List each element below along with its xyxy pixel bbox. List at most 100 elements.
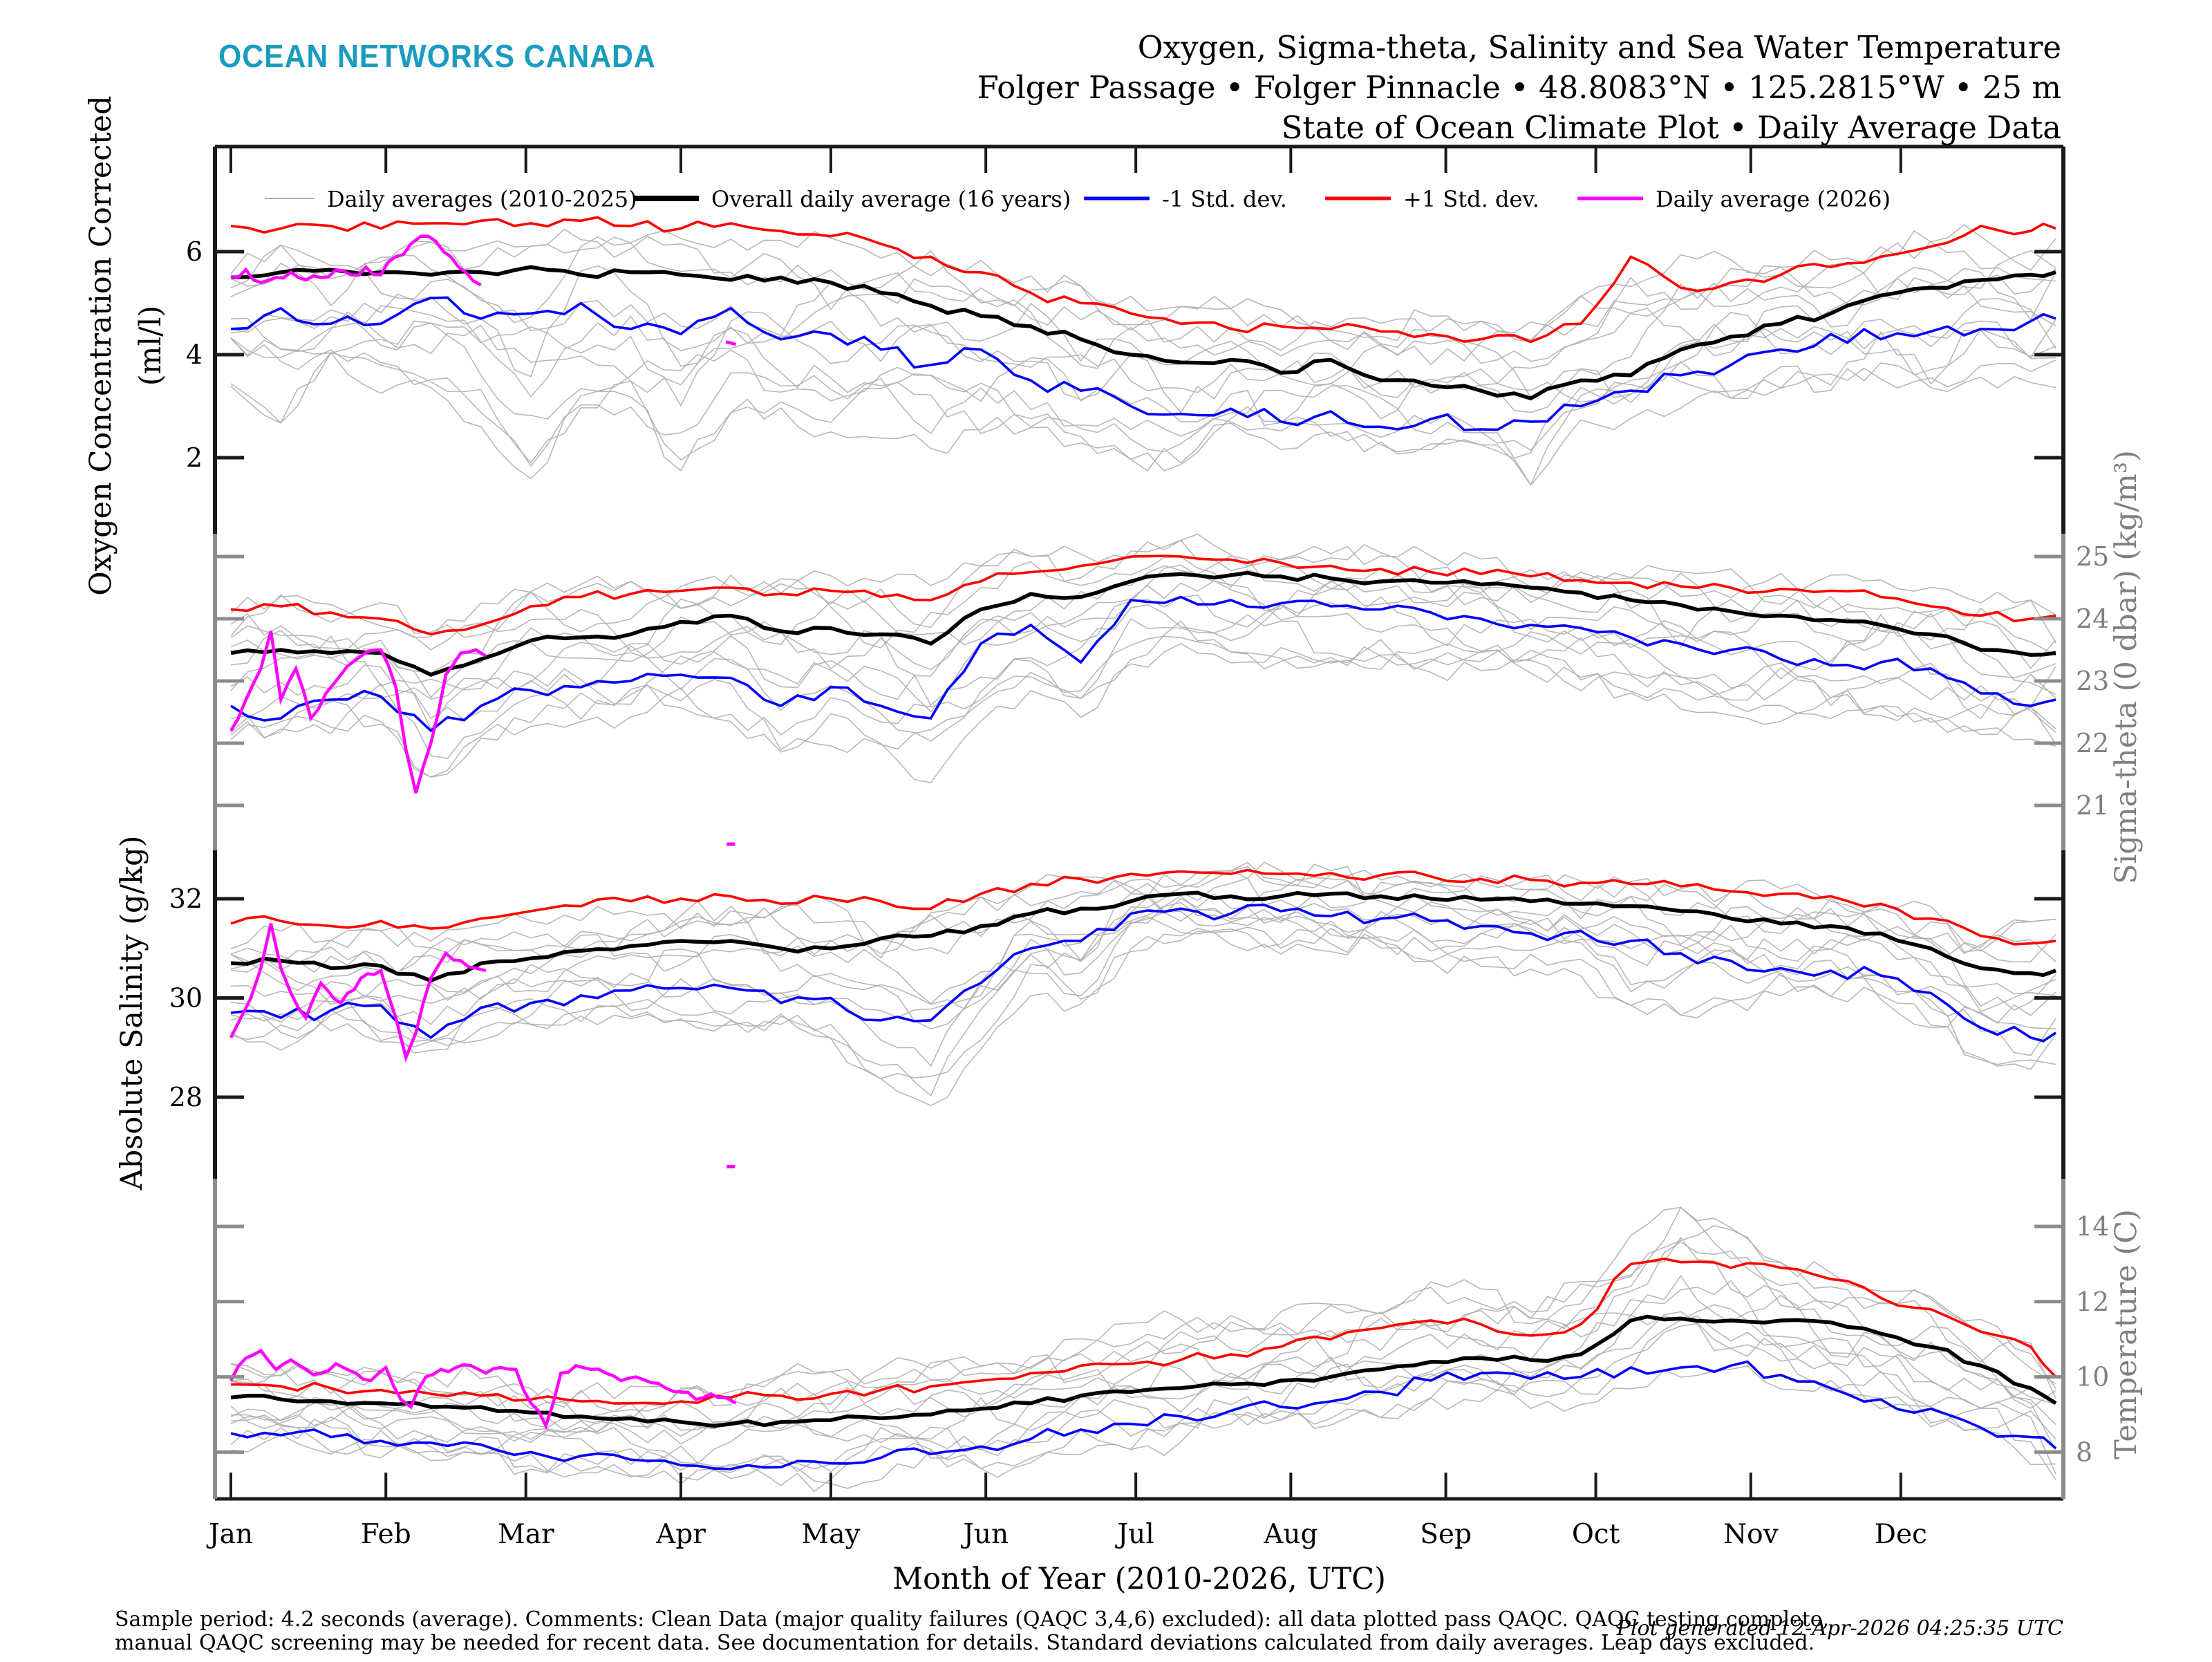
minus-1-std-line-sigma_theta	[230, 595, 2056, 733]
legend-item-minus_std: -1 Std. dev.	[1084, 186, 1287, 212]
temperature-axis-label: Temperature (C)	[2109, 1209, 2144, 1459]
daily-average-2026-line-salinity	[229, 923, 487, 1063]
gray-year-line	[230, 916, 2056, 1097]
gray-year-line	[230, 906, 2056, 1067]
sigma_theta-tick-label: 22	[2076, 728, 2109, 758]
axes: 6 4 2 25 24 23 22 21 32 30 28 14 12 10 8 Jan Feb Mar Apr Ma…	[84, 95, 2144, 1596]
title-line-location: Folger Passage • Folger Pinnacle • 48.80…	[977, 69, 2062, 106]
plus-1-std-line-salinity	[230, 868, 2056, 946]
legend-item-plus_std: +1 Std. dev.	[1325, 186, 1539, 212]
month-label-Mar: Mar	[498, 1519, 554, 1550]
plus-1-std-line-sigma_theta	[230, 554, 2056, 636]
title-line-variables: Oxygen, Sigma-theta, Salinity and Sea Wa…	[1137, 29, 2061, 66]
gray-year-line	[230, 1314, 2056, 1465]
gray-year-line	[230, 1365, 2056, 1489]
month-label-Jul: Jul	[1115, 1519, 1154, 1550]
temperature-tick-label: 10	[2076, 1362, 2109, 1392]
gray-year-line	[230, 604, 2056, 720]
gray-year-line	[230, 277, 2056, 398]
gray-year-line	[230, 642, 2056, 783]
minus-1-std-line-salinity	[230, 903, 2057, 1043]
minus-1-std-line-temperature	[230, 1360, 2057, 1470]
legend-label-gray_years: Daily averages (2010-2025)	[327, 186, 637, 212]
oxygen-axis-unit-label: (ml/l)	[133, 306, 168, 386]
title-line-plot-type: State of Ocean Climate Plot • Daily Aver…	[1281, 109, 2061, 146]
legend: Daily averages (2010-2025) Overall daily …	[265, 186, 1891, 212]
month-label-Aug: Aug	[1263, 1519, 1318, 1550]
sigma-theta-axis-label: Sigma-theta (0 dbar) (kg/m³)	[2109, 450, 2144, 884]
salinity-axis-label: Absolute Salinity (g/kg)	[115, 836, 149, 1191]
oxygen-tick-label: 2	[186, 442, 203, 473]
temperature-tick-label: 8	[2076, 1437, 2092, 1467]
gray-year-line	[230, 895, 2056, 1018]
gray-year-line	[230, 1323, 2056, 1493]
month-label-Jun: Jun	[960, 1519, 1009, 1550]
gray-year-line	[230, 861, 2056, 964]
overall-average-line-sigma_theta	[230, 570, 2056, 677]
onc-logo: OCEAN NETWORKS CANADA	[218, 38, 656, 74]
gray-year-line	[230, 328, 2056, 467]
legend-item-overall: Overall daily average (16 years)	[633, 186, 1071, 212]
gray-year-line	[230, 878, 2056, 1005]
footer-comments-line1: Sample period: 4.2 seconds (average). Co…	[115, 1607, 1830, 1632]
gray-year-line	[230, 930, 2056, 1106]
gray-year-line	[230, 265, 2056, 398]
gray-year-line	[230, 1304, 2056, 1473]
sigma_theta-tick-label: 25	[2076, 541, 2109, 572]
oxygen-axis-label: Oxygen Concentration Corrected	[84, 95, 118, 595]
panel-salinity	[229, 842, 2057, 1168]
gray-year-line	[230, 620, 2056, 759]
panel-oxygen	[230, 216, 2056, 487]
sigma_theta-tick-label: 24	[2076, 604, 2109, 634]
gray-year-line	[230, 877, 2056, 991]
daily-average-2026-line-temperature	[229, 1348, 737, 1430]
gray-year-line	[230, 893, 2056, 1030]
plot-generated-timestamp: Plot generated 12-Apr-2026 04:25:35 UTC	[1616, 1616, 2063, 1641]
temperature-tick-label: 12	[2076, 1287, 2109, 1317]
gray-year-line	[230, 635, 2056, 778]
gray-year-line	[230, 351, 2056, 486]
month-label-Jan: Jan	[206, 1519, 253, 1550]
legend-item-current_year: Daily average (2026)	[1577, 186, 1891, 212]
oxygen-tick-label: 4	[186, 339, 203, 370]
month-label-Feb: Feb	[361, 1519, 411, 1550]
gray-year-line	[230, 319, 2056, 427]
footer-comments: Sample period: 4.2 seconds (average). Co…	[115, 1608, 1829, 1655]
legend-label-minus_std: -1 Std. dev.	[1162, 186, 1287, 212]
temperature-tick-label: 14	[2076, 1211, 2109, 1242]
month-label-Dec: Dec	[1875, 1519, 1927, 1550]
gray-year-line	[230, 1311, 2056, 1481]
plot-title: Oxygen, Sigma-theta, Salinity and Sea Wa…	[977, 28, 2062, 148]
minus-1-std-line-oxygen	[230, 296, 2056, 431]
gray-year-line	[230, 297, 2056, 413]
legend-label-plus_std: +1 Std. dev.	[1403, 186, 1539, 212]
overall-average-line-temperature	[230, 1314, 2057, 1428]
gray-daily-averages-salinity	[230, 861, 2056, 1106]
footer-comments-line2: manual QAQC screening may be needed for …	[115, 1631, 1815, 1655]
gray-year-line	[230, 1225, 2056, 1424]
gray-year-line	[230, 224, 2056, 342]
gray-year-line	[230, 1206, 2056, 1412]
salinity-tick-label: 32	[169, 884, 203, 914]
plot-area	[229, 216, 2057, 1493]
overall-average-line-oxygen	[230, 265, 2056, 401]
oxygen-tick-label: 6	[186, 236, 203, 267]
gray-daily-averages-oxygen	[230, 224, 2056, 487]
month-label-Apr: Apr	[655, 1519, 706, 1550]
daily-average-2026-line-oxygen	[230, 234, 482, 287]
gray-year-line	[230, 902, 2056, 1025]
gray-year-line	[230, 556, 2056, 673]
sigma_theta-tick-label: 21	[2076, 790, 2109, 821]
gray-year-line	[230, 1206, 2056, 1405]
salinity-tick-label: 28	[169, 1082, 203, 1112]
month-label-Sep: Sep	[1420, 1519, 1472, 1550]
gray-year-line	[230, 352, 2056, 487]
gray-year-line	[230, 236, 2056, 364]
daily-average-2026-fragment-oxygen	[725, 340, 737, 346]
gray-year-line	[230, 320, 2056, 459]
month-label-May: May	[801, 1519, 860, 1550]
gray-year-line	[230, 533, 2056, 638]
gray-year-line	[230, 564, 2056, 698]
